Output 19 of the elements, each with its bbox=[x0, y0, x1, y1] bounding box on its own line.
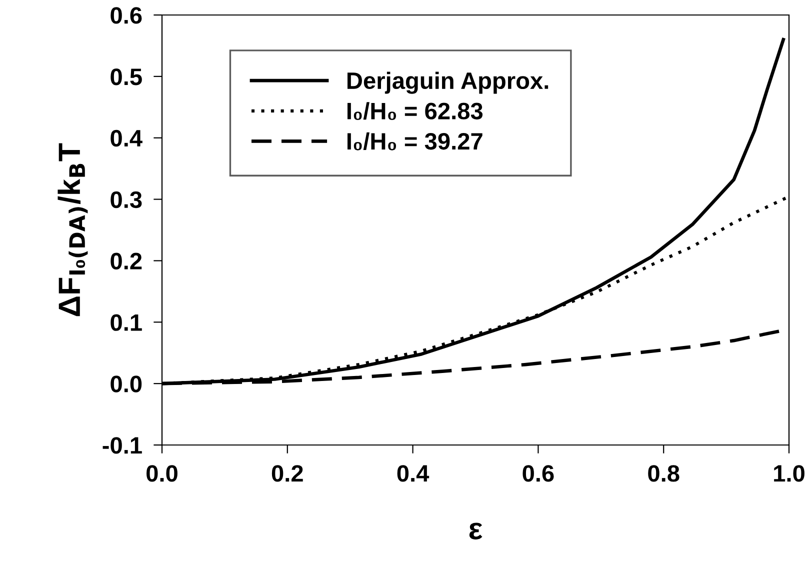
y-axis-title: ΔF$_{I₀(DA)}$/k$_{B}$T bbox=[58, 143, 88, 316]
x-tick-label: 0.8 bbox=[648, 465, 680, 482]
y-tick-label: 0.3 bbox=[110, 191, 142, 208]
legend-label: I₀/H₀ = 39.27 bbox=[348, 132, 482, 150]
x-axis-title: ε bbox=[469, 522, 482, 540]
y-tick-label: 0.5 bbox=[110, 68, 142, 86]
y-tick-label: 0.2 bbox=[110, 252, 142, 270]
x-tick-label: 0.6 bbox=[522, 465, 554, 482]
y-tick-label: 0.6 bbox=[110, 7, 142, 24]
x-tick-label: 1.0 bbox=[774, 465, 804, 482]
y-tick-label: -0.1 bbox=[102, 437, 142, 454]
x-tick-label: 0.4 bbox=[397, 465, 430, 482]
x-tick-label: 0.0 bbox=[146, 465, 178, 482]
y-tick-label: 0.4 bbox=[110, 130, 142, 147]
y-tick-label: 0.0 bbox=[110, 376, 142, 392]
y-tick-label: 0.1 bbox=[110, 314, 142, 331]
legend-label: I₀/H₀ = 62.83 bbox=[348, 102, 483, 120]
legend-label: Derjaguin Approx. bbox=[348, 72, 548, 94]
x-tick-label: 0.2 bbox=[272, 465, 303, 482]
